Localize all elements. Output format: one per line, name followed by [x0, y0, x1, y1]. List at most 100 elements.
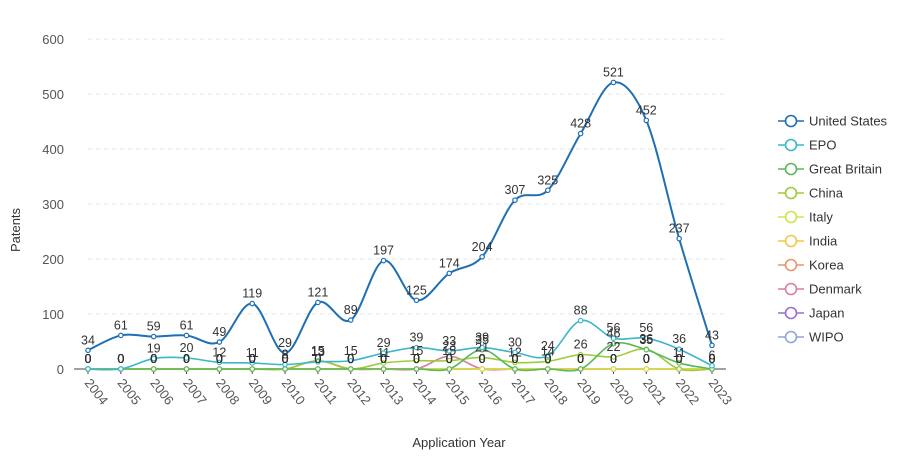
- data-point[interactable]: [479, 344, 485, 351]
- legend[interactable]: United States EPO Great Britain China Italy I…: [778, 114, 888, 345]
- data-label: 15: [311, 344, 325, 358]
- data-point[interactable]: [643, 117, 650, 124]
- data-point[interactable]: [216, 366, 223, 372]
- data-point[interactable]: [380, 350, 387, 356]
- data-point[interactable]: [249, 300, 256, 307]
- data-point[interactable]: [216, 339, 223, 345]
- legend-item-denmark[interactable]: Denmark: [778, 282, 862, 297]
- data-point[interactable]: [249, 360, 256, 366]
- data-point[interactable]: [446, 366, 453, 372]
- data-point[interactable]: [380, 366, 387, 372]
- data-point[interactable]: [577, 366, 584, 372]
- data-point[interactable]: [676, 366, 682, 372]
- legend-marker-icon: [784, 258, 798, 272]
- data-point[interactable]: [512, 366, 518, 372]
- data-point[interactable]: [643, 335, 650, 342]
- data-point[interactable]: [413, 357, 420, 364]
- data-point[interactable]: [610, 354, 617, 360]
- data-label: 21: [475, 340, 489, 354]
- data-label: 0: [643, 352, 650, 366]
- legend-item-korea[interactable]: Korea: [778, 258, 844, 273]
- data-point[interactable]: [479, 354, 485, 361]
- data-point[interactable]: [347, 366, 354, 372]
- data-point[interactable]: [643, 346, 650, 353]
- data-label: 34: [81, 333, 95, 347]
- data-point[interactable]: [282, 366, 288, 372]
- data-label: 0: [183, 352, 190, 366]
- data-point[interactable]: [249, 366, 256, 372]
- data-point[interactable]: [150, 366, 157, 372]
- data-label: 0: [183, 352, 190, 366]
- data-point[interactable]: [512, 359, 518, 366]
- data-point[interactable]: [512, 349, 518, 356]
- data-point[interactable]: [709, 342, 715, 349]
- data-point[interactable]: [479, 366, 485, 372]
- data-point[interactable]: [380, 360, 387, 366]
- data-point[interactable]: [216, 359, 223, 366]
- data-point[interactable]: [150, 355, 157, 362]
- data-point[interactable]: [577, 317, 584, 324]
- legend-item-china[interactable]: China: [778, 186, 844, 201]
- data-point[interactable]: [676, 346, 682, 353]
- data-label: 0: [709, 352, 716, 366]
- legend-item-japan[interactable]: Japan: [778, 306, 844, 321]
- data-point[interactable]: [610, 79, 617, 86]
- legend-item-india[interactable]: India: [778, 234, 838, 249]
- data-point[interactable]: [610, 335, 617, 342]
- data-point[interactable]: [709, 362, 715, 369]
- data-point[interactable]: [183, 332, 190, 339]
- data-point[interactable]: [85, 366, 91, 372]
- data-point[interactable]: [610, 366, 617, 372]
- data-label: 0: [249, 352, 256, 366]
- legend-item-united-states[interactable]: United States: [778, 114, 888, 129]
- data-point[interactable]: [446, 357, 453, 364]
- data-point[interactable]: [282, 361, 288, 368]
- data-point[interactable]: [413, 297, 420, 304]
- data-point[interactable]: [85, 347, 91, 354]
- data-point[interactable]: [676, 360, 682, 366]
- data-point[interactable]: [577, 130, 584, 137]
- data-label: 0: [117, 352, 124, 366]
- data-label: 0: [183, 352, 190, 366]
- data-label: 15: [344, 344, 358, 358]
- data-point[interactable]: [183, 355, 190, 361]
- data-point[interactable]: [118, 332, 124, 339]
- legend-item-wipo[interactable]: WIPO: [778, 330, 844, 345]
- data-point[interactable]: [315, 299, 321, 306]
- data-point[interactable]: [347, 357, 354, 364]
- data-point[interactable]: [512, 197, 518, 203]
- data-label: 14: [541, 344, 555, 358]
- data-point[interactable]: [643, 366, 650, 372]
- data-label: 0: [676, 352, 683, 366]
- data-point[interactable]: [544, 358, 551, 365]
- legend-item-italy[interactable]: Italy: [778, 210, 833, 225]
- data-label: 0: [85, 352, 92, 366]
- data-label: 0: [709, 352, 716, 366]
- data-point[interactable]: [479, 253, 485, 260]
- data-point[interactable]: [150, 333, 157, 340]
- data-point[interactable]: [544, 366, 551, 372]
- data-point[interactable]: [183, 366, 190, 372]
- legend-item-epo[interactable]: EPO: [778, 138, 836, 153]
- data-point[interactable]: [413, 344, 420, 351]
- data-point[interactable]: [446, 270, 453, 277]
- data-label: 0: [347, 352, 354, 366]
- data-point[interactable]: [577, 351, 584, 358]
- data-point[interactable]: [315, 359, 321, 365]
- data-point[interactable]: [544, 352, 551, 359]
- data-label: 12: [212, 345, 226, 359]
- data-point[interactable]: [446, 348, 453, 354]
- data-point[interactable]: [413, 366, 420, 372]
- data-point[interactable]: [315, 366, 321, 372]
- data-label: 0: [709, 352, 716, 366]
- data-point[interactable]: [282, 350, 288, 356]
- data-point[interactable]: [544, 187, 551, 194]
- data-point[interactable]: [676, 235, 682, 242]
- data-point[interactable]: [118, 366, 124, 372]
- legend-item-great-britain[interactable]: Great Britain: [778, 162, 882, 177]
- data-point[interactable]: [610, 340, 617, 347]
- legend-label: EPO: [809, 138, 836, 153]
- data-point[interactable]: [347, 317, 354, 323]
- data-point[interactable]: [380, 257, 387, 264]
